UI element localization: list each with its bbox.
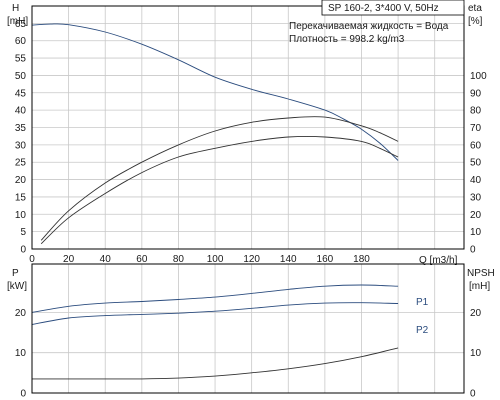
y-left-tick-label: 30 [15, 140, 27, 151]
y-left-tick-label: 25 [15, 158, 27, 169]
bottom-right-tick-labels: 0 10 20 [470, 308, 482, 400]
series-line-2 [40, 136, 399, 245]
npsh-axis-unit: [mH] [469, 281, 490, 292]
y-left-tick-label: 60 [15, 36, 27, 47]
top-x-tick-labels: 0 20 40 60 80 100 120 140 160 180 [29, 254, 370, 265]
head-axis-unit: [mH] [7, 16, 28, 27]
flow-axis-label: Q [m3/h] [419, 255, 458, 266]
x-tick-label: 100 [207, 254, 224, 265]
y-right-tick-label: 0 [470, 389, 476, 400]
density-annotation: Плотность = 998.2 kg/m3 [289, 34, 405, 45]
bottom-plot-frame [31, 263, 465, 394]
y-right-tick-label: 80 [470, 106, 482, 117]
power-axis-unit: [kW] [7, 281, 27, 292]
y-right-tick-label: 60 [470, 140, 482, 151]
eta-axis-unit: [%] [468, 16, 483, 27]
x-tick-label: 0 [29, 254, 35, 265]
series-line-2 [32, 347, 399, 380]
top-plot-frame [31, 5, 465, 250]
y-right-tick-label: 100 [470, 71, 487, 82]
y-left-tick-label: 0 [20, 389, 26, 400]
y-left-tick-label: 0 [20, 245, 26, 256]
y-right-tick-label: 20 [470, 210, 482, 221]
p1-curve-label: P1 [416, 297, 429, 308]
y-left-tick-label: 10 [15, 210, 27, 221]
fluid-annotation: Перекачиваемая жидкость = Вода [289, 21, 449, 32]
x-tick-label: 180 [353, 254, 370, 265]
x-tick-label: 160 [317, 254, 334, 265]
top-curves [31, 23, 399, 245]
y-left-tick-label: 35 [15, 123, 27, 134]
series-line-0 [31, 284, 399, 313]
y-left-tick-label: 45 [15, 88, 27, 99]
y-right-tick-label: 10 [470, 227, 482, 238]
x-tick-label: 140 [280, 254, 297, 265]
y-left-tick-label: 20 [15, 308, 27, 319]
series-line-1 [40, 116, 399, 241]
y-right-tick-label: 50 [470, 158, 482, 169]
power-axis-label: P [12, 268, 19, 279]
top-right-tick-labels: 0 10 20 30 40 50 60 70 80 90 100 [470, 71, 487, 256]
y-left-tick-label: 40 [15, 106, 27, 117]
series-line-1 [31, 302, 399, 325]
chart-title: SP 160-2, 3*400 V, 50Hz [328, 3, 439, 14]
x-tick-label: 120 [243, 254, 260, 265]
y-right-tick-label: 10 [470, 348, 482, 359]
y-left-tick-label: 10 [15, 348, 27, 359]
title-box [321, 0, 465, 16]
p2-curve-label: P2 [416, 325, 429, 336]
y-left-tick-label: 50 [15, 71, 27, 82]
y-right-tick-label: 0 [470, 245, 476, 256]
y-right-tick-label: 30 [470, 192, 482, 203]
bottom-left-tick-labels: 0 10 20 [15, 308, 27, 400]
y-right-tick-label: 70 [470, 123, 482, 134]
y-left-tick-label: 15 [15, 192, 27, 203]
bottom-curves [31, 284, 399, 380]
y-left-tick-label: 65 [15, 19, 27, 30]
top-left-tick-labels: 0 5 10 15 20 25 30 35 40 45 50 55 60 65 [15, 19, 27, 256]
eta-axis-label: eta [468, 3, 482, 14]
x-tick-label: 80 [173, 254, 185, 265]
npsh-axis-label: NPSH [467, 268, 495, 279]
head-axis-label: H [12, 3, 19, 14]
y-right-tick-label: 20 [470, 308, 482, 319]
x-tick-label: 60 [136, 254, 148, 265]
y-right-tick-label: 90 [470, 88, 482, 99]
y-left-tick-label: 5 [20, 227, 26, 238]
y-left-tick-label: 20 [15, 175, 27, 186]
y-right-tick-label: 40 [470, 175, 482, 186]
x-tick-label: 40 [100, 254, 112, 265]
x-tick-label: 20 [63, 254, 75, 265]
y-left-tick-label: 55 [15, 54, 27, 65]
series-line-0 [31, 23, 399, 161]
